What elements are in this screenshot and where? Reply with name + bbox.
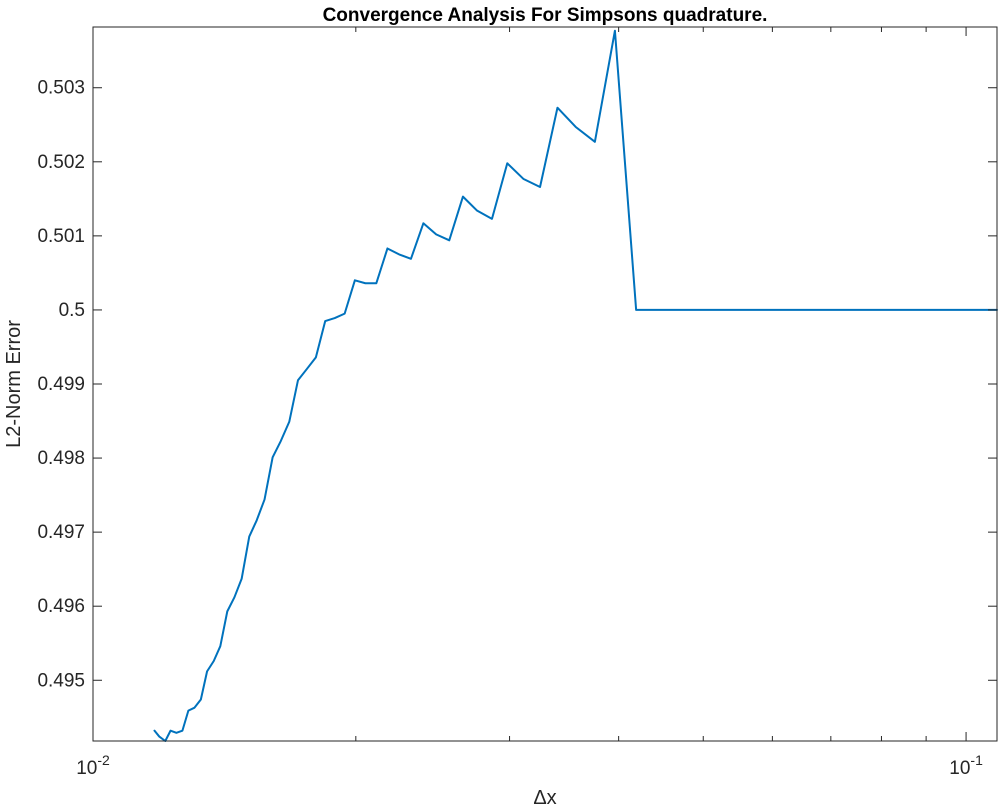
x-tick-label: 10-1	[949, 752, 983, 779]
axes-box	[92, 26, 998, 742]
y-tick-label: 0.5	[59, 300, 85, 321]
y-tick-label: 0.498	[37, 448, 85, 469]
axes-layer	[92, 26, 998, 742]
y-tick-label: 0.502	[37, 152, 85, 173]
y-tick-label: 0.501	[37, 226, 85, 247]
y-tick-label: 0.496	[37, 596, 85, 617]
x-tick-label: 10-2	[76, 752, 110, 779]
y-ticks: 0.495 0.496 0.497 0.498 0.499 0.5 0.501 0.502 0.…	[37, 78, 997, 691]
series-layer	[153, 29, 998, 742]
plot-area: 10-2 10-1 0.495 0.496 0.497 0.498 0.499 0.5 0.5…	[37, 26, 998, 779]
y-tick-label: 0.497	[37, 522, 85, 543]
y-tick-label: 0.503	[37, 78, 85, 99]
x-ticks: 10-2 10-1	[76, 27, 983, 779]
series-line	[153, 29, 998, 742]
y-tick-label: 0.499	[37, 374, 85, 395]
chart-title: Convergence Analysis For Simpsons quadra…	[323, 5, 768, 26]
y-tick-label: 0.495	[37, 670, 85, 691]
y-axis-label: L2-Norm Error	[3, 320, 25, 448]
x-axis-label: Δx	[533, 787, 556, 806]
